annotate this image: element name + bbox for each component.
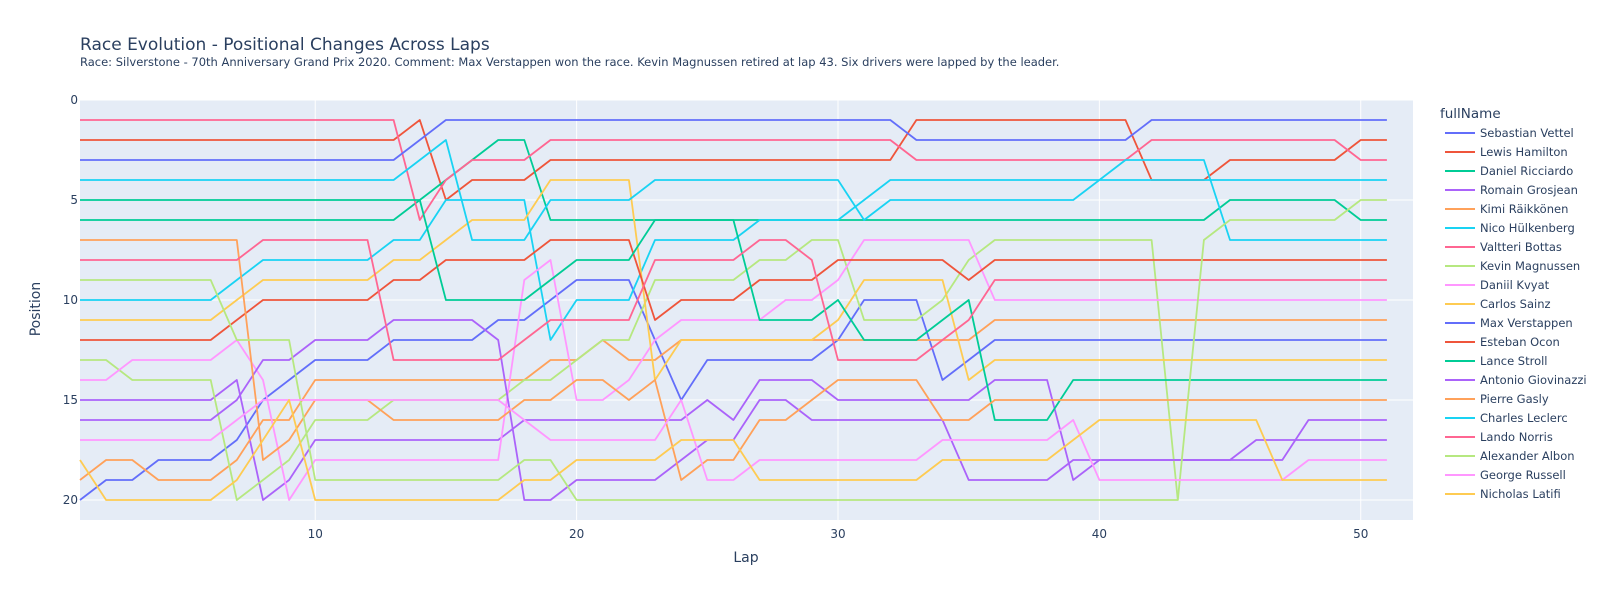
legend-label: Daniil Kvyat [1480,278,1550,292]
legend-label: Kevin Magnussen [1480,259,1580,273]
chart-title: Race Evolution - Positional Changes Acro… [80,35,490,55]
legend-label: Kimi Räikkönen [1480,202,1568,216]
y-axis-title: Position [28,282,44,337]
legend-item[interactable]: Nico Hülkenberg [1445,221,1575,235]
legend-label: Nico Hülkenberg [1480,221,1575,235]
y-tick-label: 0 [70,93,78,107]
series-lines [79,119,1387,501]
legend-item[interactable]: Kevin Magnussen [1445,259,1580,273]
legend-label: Lewis Hamilton [1480,145,1568,159]
legend-label: Max Verstappen [1480,316,1573,330]
legend-item[interactable]: Romain Grosjean [1445,183,1578,197]
legend-item[interactable]: Daniel Ricciardo [1445,164,1573,178]
legend-label: Esteban Ocon [1480,335,1560,349]
y-tick-label: 20 [63,493,78,507]
legend-item[interactable]: Antonio Giovinazzi [1445,373,1587,387]
y-axis-ticks: 0 5 10 15 20 [63,93,78,507]
series-line-lance-stroll [80,199,1387,421]
y-tick-label: 5 [70,193,78,207]
x-axis-ticks: 10 20 30 40 50 [308,527,1369,541]
series-line-nicholas-latifi [79,399,1387,501]
legend: fullName Sebastian Vettel Lewis Hamilton D… [1440,106,1587,501]
legend-item[interactable]: Carlos Sainz [1445,297,1551,311]
series-line-kevin-magnussen [80,239,1179,501]
series-line-daniil-kvyat [80,239,1387,501]
legend-label: Carlos Sainz [1480,297,1551,311]
series-line-max-verstappen [80,119,1387,161]
chart-subtitle: Race: Silverstone - 70th Anniversary Gra… [80,55,1059,69]
legend-label: Pierre Gasly [1480,392,1549,406]
legend-item[interactable]: Pierre Gasly [1445,392,1549,406]
series-line-valtteri-bottas [80,119,1387,221]
legend-item[interactable]: Max Verstappen [1445,316,1573,330]
legend-label: Lance Stroll [1480,354,1548,368]
series-line-pierre-gasly [80,239,1387,481]
series-line-carlos-sainz [80,179,1387,381]
y-tick-label: 15 [63,393,78,407]
legend-label: George Russell [1480,468,1566,482]
x-tick-label: 30 [830,527,845,541]
series-line-sebastian-vettel [79,279,1387,501]
legend-item[interactable]: Alexander Albon [1445,449,1575,463]
legend-label: Sebastian Vettel [1480,126,1574,140]
legend-item[interactable]: Lance Stroll [1445,354,1548,368]
x-axis-title: Lap [733,550,758,566]
legend-label: Alexander Albon [1480,449,1575,463]
series-line-nico-hulkenberg [80,179,1387,341]
series-line-lando-norris [80,239,1387,361]
legend-item[interactable]: George Russell [1445,468,1566,482]
legend-item[interactable]: Kimi Räikkönen [1445,202,1568,216]
x-tick-label: 20 [569,527,584,541]
x-tick-label: 40 [1092,527,1107,541]
legend-title: fullName [1440,106,1501,122]
legend-label: Nicholas Latifi [1480,487,1561,501]
x-tick-label: 50 [1353,527,1368,541]
legend-item[interactable]: Esteban Ocon [1445,335,1560,349]
legend-item[interactable]: Lando Norris [1445,430,1553,444]
legend-label: Antonio Giovinazzi [1480,373,1587,387]
legend-item[interactable]: Lewis Hamilton [1445,145,1568,159]
series-line-esteban-ocon [80,239,1387,341]
legend-item[interactable]: Valtteri Bottas [1445,240,1562,254]
legend-label: Valtteri Bottas [1480,240,1562,254]
legend-item[interactable]: Nicholas Latifi [1445,487,1561,501]
x-tick-label: 10 [308,527,323,541]
legend-label: Romain Grosjean [1480,183,1578,197]
legend-item[interactable]: Daniil Kvyat [1445,278,1550,292]
series-line-charles-leclerc [80,139,1387,241]
series-line-alexander-albon [80,199,1387,501]
legend-label: Daniel Ricciardo [1480,164,1573,178]
legend-label: Charles Leclerc [1480,411,1568,425]
series-line-george-russell [80,399,1387,481]
legend-label: Lando Norris [1480,430,1553,444]
legend-item[interactable]: Sebastian Vettel [1445,126,1574,140]
legend-item[interactable]: Charles Leclerc [1445,411,1568,425]
y-tick-label: 10 [63,293,78,307]
